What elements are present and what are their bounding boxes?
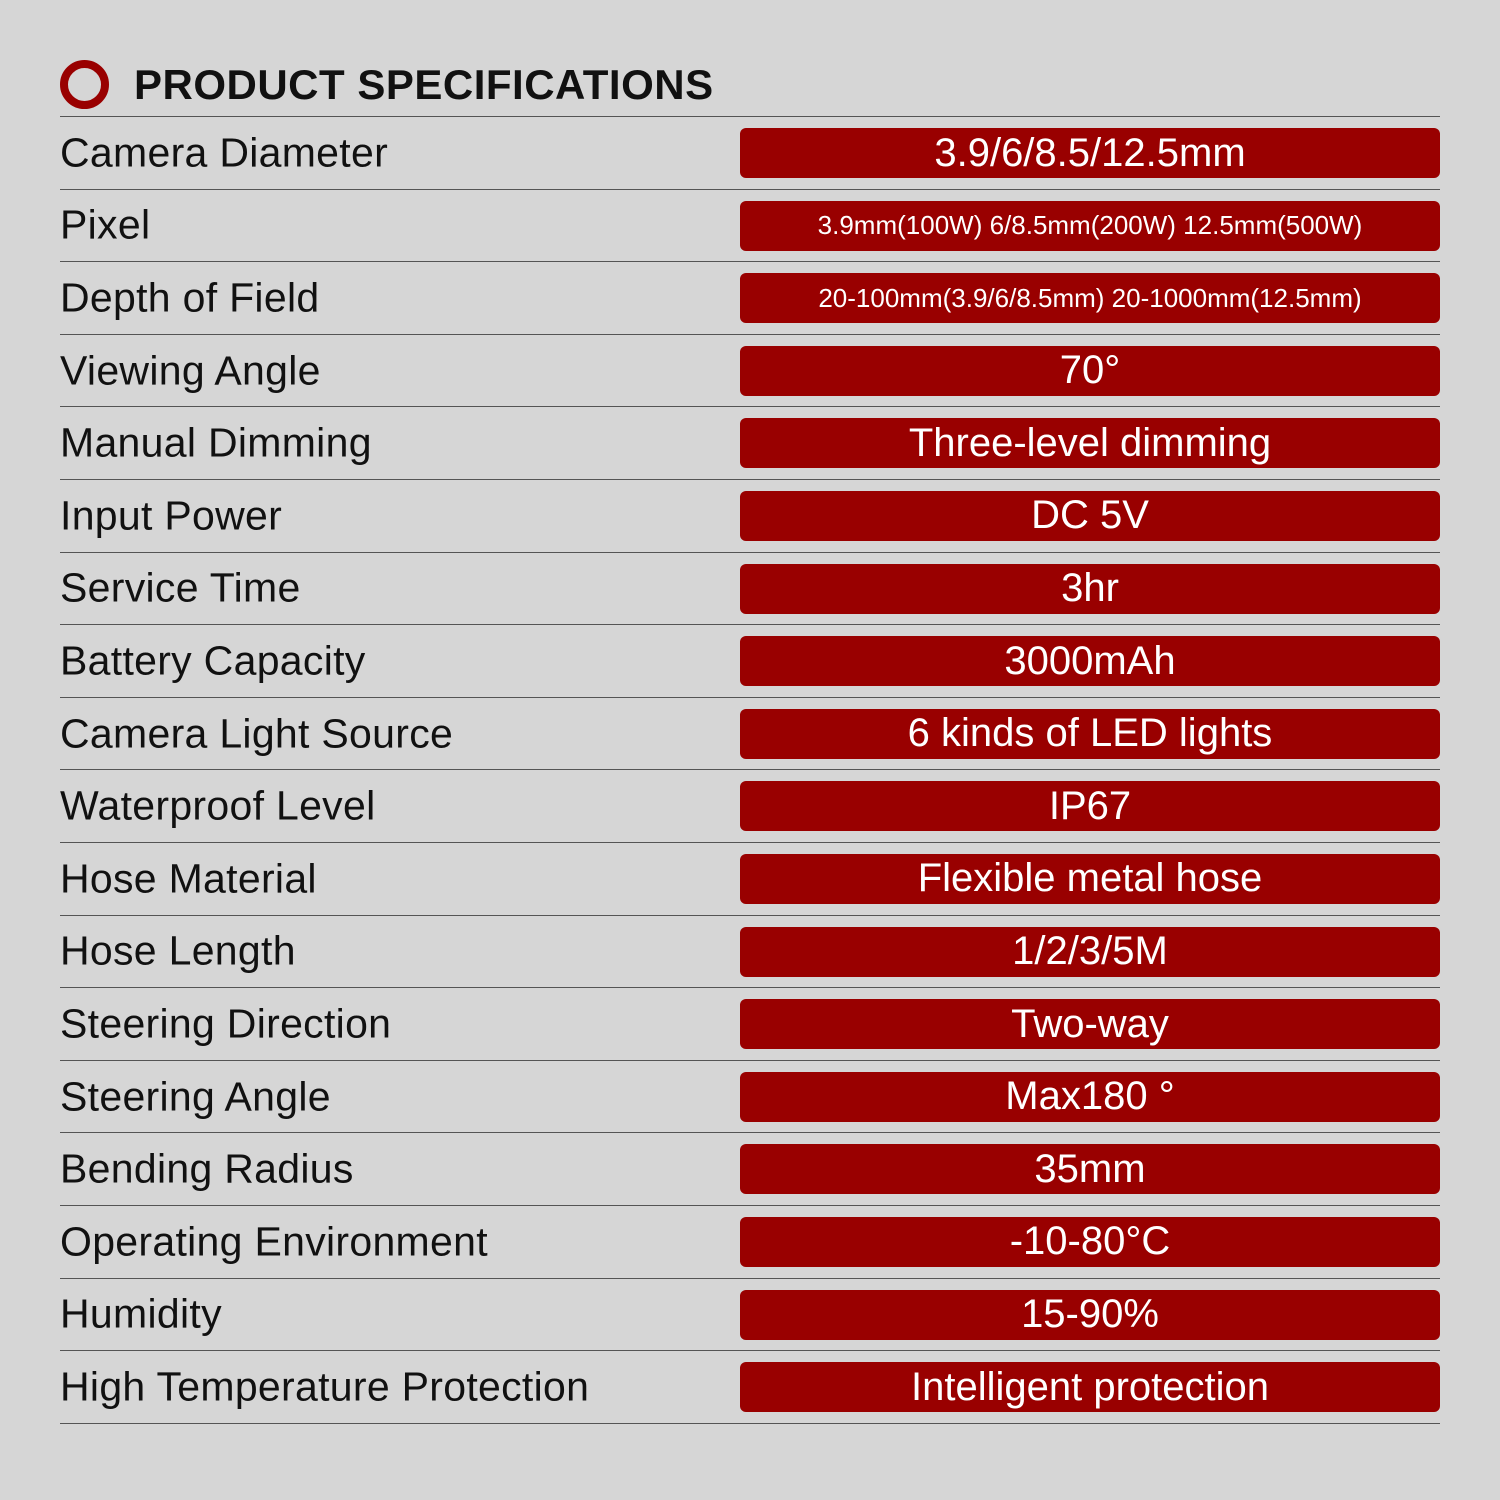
- spec-value: 20-100mm(3.9/6/8.5mm) 20-1000mm(12.5mm): [740, 273, 1440, 324]
- spec-label: Camera Light Source: [60, 710, 454, 757]
- spec-label: Steering Angle: [60, 1073, 331, 1120]
- spec-row-waterproof-level: Waterproof Level IP67: [60, 770, 1440, 843]
- spec-value: DC 5V: [740, 490, 1440, 541]
- spec-row-camera-diameter: Camera Diameter 3.9/6/8.5/12.5mm: [60, 117, 1440, 190]
- spec-row-bending-radius: Bending Radius 35mm: [60, 1133, 1440, 1206]
- spec-label: Viewing Angle: [60, 347, 321, 394]
- spec-label: Waterproof Level: [60, 782, 376, 829]
- spec-value: 35mm: [740, 1144, 1440, 1195]
- spec-row-operating-environment: Operating Environment -10-80°C: [60, 1206, 1440, 1279]
- spec-label: High Temperature Protection: [60, 1363, 590, 1410]
- spec-value: 3.9/6/8.5/12.5mm: [740, 128, 1440, 178]
- spec-row-hose-length: Hose Length 1/2/3/5M: [60, 916, 1440, 989]
- spec-row-steering-direction: Steering Direction Two-way: [60, 988, 1440, 1061]
- page-title: PRODUCT SPECIFICATIONS: [134, 60, 714, 108]
- spec-value: 3.9mm(100W) 6/8.5mm(200W) 12.5mm(500W): [740, 200, 1440, 251]
- spec-row-battery-capacity: Battery Capacity 3000mAh: [60, 625, 1440, 698]
- header-divider: [60, 116, 1440, 117]
- spec-label: Bending Radius: [60, 1145, 354, 1192]
- spec-value: 1/2/3/5M: [740, 926, 1440, 977]
- spec-value: Three-level dimming: [740, 418, 1440, 469]
- spec-row-manual-dimming: Manual Dimming Three-level dimming: [60, 407, 1440, 480]
- spec-value: 3000mAh: [740, 636, 1440, 687]
- spec-row-input-power: Input Power DC 5V: [60, 480, 1440, 553]
- spec-row-steering-angle: Steering Angle Max180 °: [60, 1061, 1440, 1134]
- spec-label: Depth of Field: [60, 274, 320, 321]
- spec-row-humidity: Humidity 15-90%: [60, 1279, 1440, 1352]
- spec-row-camera-light-source: Camera Light Source 6 kinds of LED light…: [60, 698, 1440, 771]
- spec-label: Input Power: [60, 492, 283, 539]
- spec-row-hose-material: Hose Material Flexible metal hose: [60, 843, 1440, 916]
- spec-row-service-time: Service Time 3hr: [60, 553, 1440, 626]
- spec-label: Humidity: [60, 1290, 222, 1337]
- spec-value: -10-80°C: [740, 1216, 1440, 1267]
- spec-label: Operating Environment: [60, 1218, 488, 1265]
- spec-row-high-temperature-protection: High Temperature Protection Intelligent …: [60, 1351, 1440, 1424]
- ring-icon: [60, 60, 109, 109]
- spec-value: 3hr: [740, 563, 1440, 614]
- spec-value: Flexible metal hose: [740, 853, 1440, 904]
- spec-row-depth-of-field: Depth of Field 20-100mm(3.9/6/8.5mm) 20-…: [60, 262, 1440, 335]
- page-header: PRODUCT SPECIFICATIONS: [60, 60, 714, 109]
- spec-label: Steering Direction: [60, 1000, 392, 1047]
- spec-value: Two-way: [740, 999, 1440, 1050]
- spec-label: Battery Capacity: [60, 637, 366, 684]
- spec-value: 6 kinds of LED lights: [740, 708, 1440, 759]
- spec-label: Hose Length: [60, 927, 296, 974]
- spec-label: Pixel: [60, 201, 151, 248]
- spec-label: Service Time: [60, 564, 301, 611]
- spec-table: Camera Diameter 3.9/6/8.5/12.5mm Pixel 3…: [60, 117, 1440, 1424]
- spec-value: Max180 °: [740, 1071, 1440, 1122]
- spec-label: Hose Material: [60, 855, 317, 902]
- spec-label: Camera Diameter: [60, 129, 389, 176]
- spec-label: Manual Dimming: [60, 419, 372, 466]
- spec-value: IP67: [740, 781, 1440, 832]
- spec-row-viewing-angle: Viewing Angle 70°: [60, 335, 1440, 408]
- spec-value: Intelligent protection: [740, 1362, 1440, 1413]
- spec-value: 70°: [740, 345, 1440, 396]
- spec-row-pixel: Pixel 3.9mm(100W) 6/8.5mm(200W) 12.5mm(5…: [60, 190, 1440, 263]
- spec-value: 15-90%: [740, 1289, 1440, 1340]
